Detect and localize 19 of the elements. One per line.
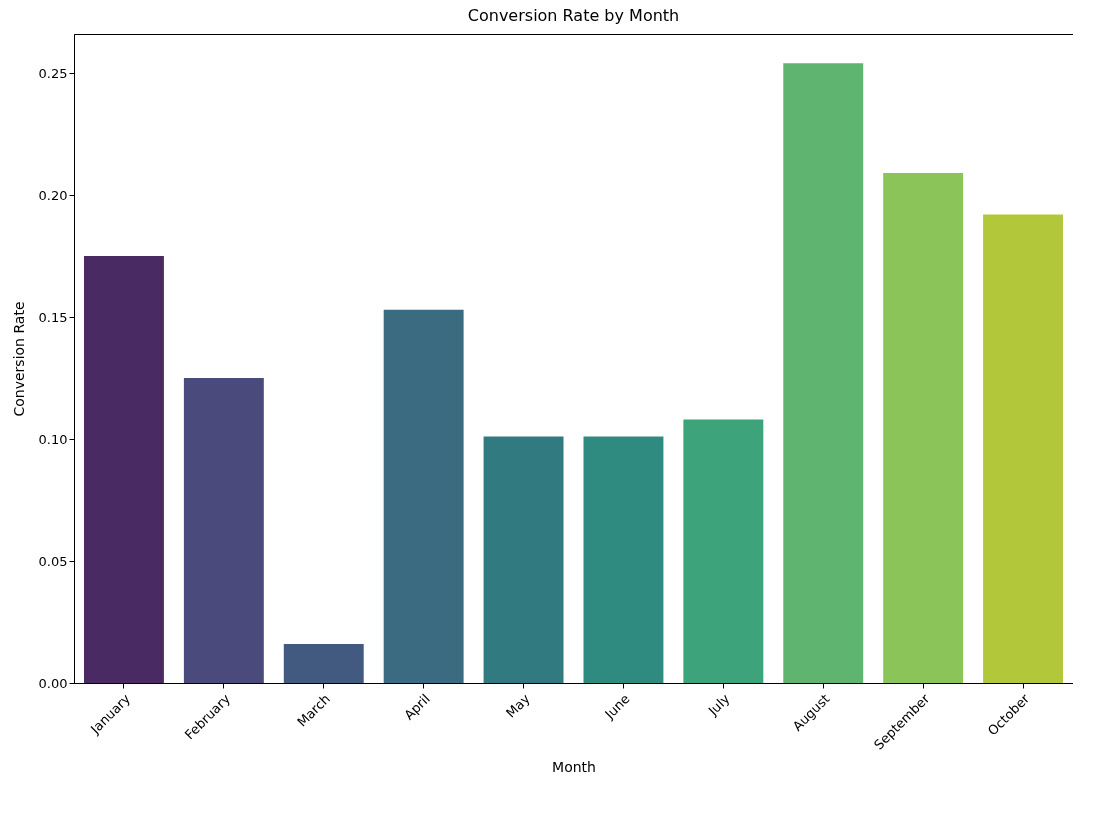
bar: [583, 436, 664, 683]
chart-title: Conversion Rate by Month: [467, 6, 680, 25]
bar: [683, 419, 764, 683]
y-tick-label: 0.15: [38, 309, 68, 325]
bar: [783, 63, 864, 683]
y-tick-label: 0.25: [38, 65, 68, 81]
bar: [83, 256, 164, 683]
y-tick-label: 0.10: [38, 431, 68, 447]
bar: [283, 643, 364, 683]
y-axis-title: Conversion Rate: [10, 301, 27, 417]
bar: [183, 378, 264, 683]
y-tick-label: 0.00: [38, 675, 68, 691]
y-tick-label: 0.05: [38, 553, 68, 569]
bar: [483, 436, 564, 683]
bar: [983, 214, 1064, 683]
y-tick-label: 0.20: [38, 187, 68, 203]
bar: [383, 309, 464, 683]
bar: [883, 173, 964, 683]
x-axis-title: Month: [552, 758, 596, 775]
